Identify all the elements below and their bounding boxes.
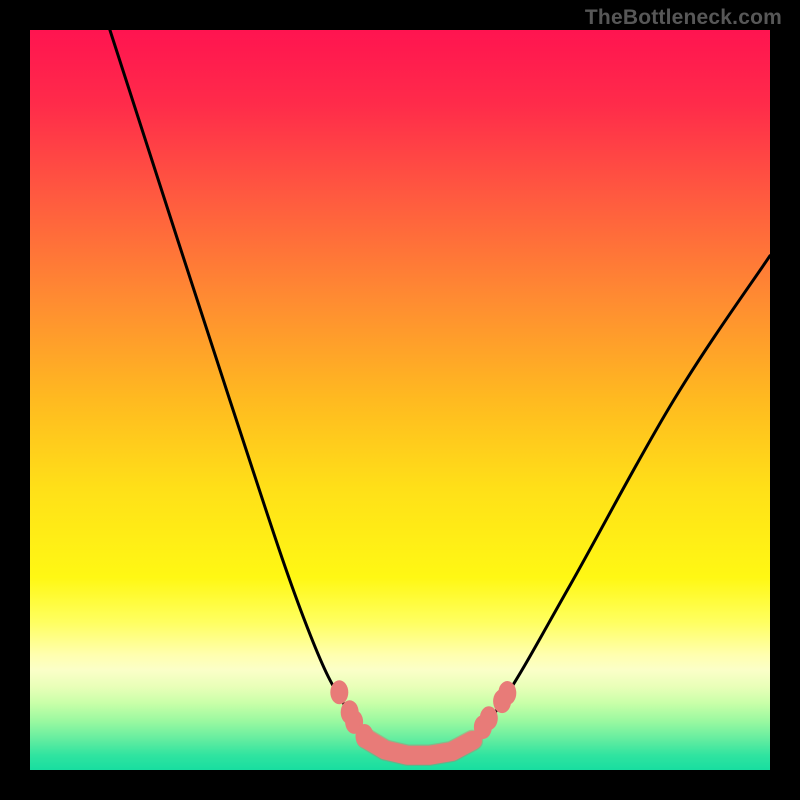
- trough-highlight: [367, 739, 473, 755]
- bottleneck-curve: [110, 30, 770, 757]
- marker-right-1: [480, 706, 498, 730]
- watermark-text: TheBottleneck.com: [585, 6, 782, 30]
- marker-right-3: [498, 681, 516, 705]
- plot-area: [30, 30, 770, 770]
- plot-svg: [30, 30, 770, 770]
- chart-frame: TheBottleneck.com: [0, 0, 800, 800]
- marker-left-0: [330, 680, 348, 704]
- marker-left-3: [355, 724, 373, 748]
